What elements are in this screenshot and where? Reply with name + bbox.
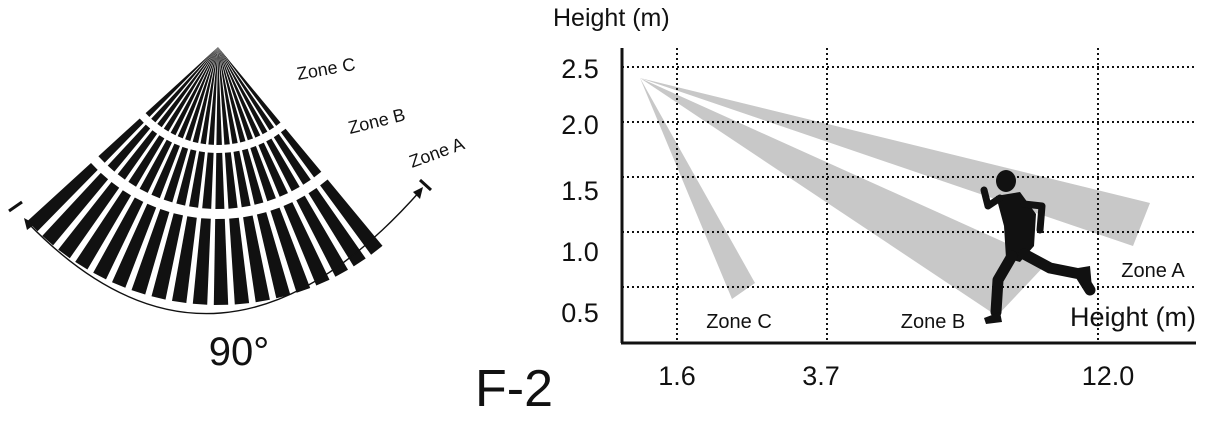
fan-beam-segment xyxy=(176,149,197,206)
angle-arc-arrow-right xyxy=(413,187,423,199)
chart-grid xyxy=(622,48,1196,343)
fan-beam-segment xyxy=(283,202,330,286)
angle-arc xyxy=(26,189,422,315)
fan-zone-a-label: Zone A xyxy=(407,133,467,171)
x-axis-title: Height (m) xyxy=(1070,302,1196,332)
fan-beam-segment xyxy=(213,218,229,305)
x-tick-label: 3.7 xyxy=(802,361,840,391)
y-tick-label: 1.0 xyxy=(561,237,599,267)
angle-label: 90° xyxy=(209,330,270,374)
fan-beam-segment xyxy=(273,133,311,185)
fan-beam-segment xyxy=(192,47,218,143)
fan-beam-segment xyxy=(218,47,281,126)
fan-right-end-mark xyxy=(418,178,433,192)
y-tick-label: 0.5 xyxy=(561,298,599,328)
figure-label: F-2 xyxy=(475,360,553,418)
angle-arc-arrow-left xyxy=(24,218,35,230)
fan-beam-segment xyxy=(151,213,183,300)
fan-beam-segment xyxy=(27,163,98,232)
chart-zone-b-label: Zone B xyxy=(901,311,965,333)
fan-beam-segment xyxy=(107,124,151,172)
fan-beam-segment xyxy=(218,47,275,131)
fan-beam-segment xyxy=(151,47,218,123)
person-arm-back xyxy=(1020,200,1046,234)
fan-beam-segment xyxy=(320,179,383,255)
fan-beam-segment xyxy=(218,47,253,141)
fan-beam-segment xyxy=(139,139,172,193)
y-axis-title: Height (m) xyxy=(553,4,670,32)
fan-beam-segment xyxy=(218,47,230,145)
fan-beam-segment xyxy=(185,47,218,141)
fan-beam-segment xyxy=(117,130,158,180)
fan-beam-segment xyxy=(224,152,238,209)
fan-beam-segment xyxy=(128,135,165,187)
fan-beam-segment xyxy=(98,118,144,163)
fan-beam-segment xyxy=(151,143,180,199)
fan-left-end-mark xyxy=(8,200,23,213)
zone-c-beam xyxy=(640,78,755,299)
fan-beam-segment xyxy=(163,47,218,132)
fan-beam-segment xyxy=(208,47,218,145)
fan-beam-segment xyxy=(216,47,222,145)
chart-zone-c-label: Zone C xyxy=(706,311,772,333)
x-tick-label: 12.0 xyxy=(1082,361,1135,391)
person-leg-front xyxy=(990,250,1018,318)
person-head xyxy=(996,170,1016,192)
person-torso xyxy=(996,192,1036,262)
person-foot-back xyxy=(1078,266,1092,288)
fan-beam-segment xyxy=(280,128,322,178)
fan-beam-segment xyxy=(250,146,276,202)
chart-zone-a-label: Zone A xyxy=(1121,260,1185,282)
fan-beam-segment xyxy=(258,142,288,197)
zone-b-beam xyxy=(640,78,1048,316)
fan-beam-segment xyxy=(218,47,246,143)
fan-beam-segment xyxy=(93,197,144,280)
fan-beam-segment xyxy=(189,151,205,208)
fan-beam-segment xyxy=(215,152,225,209)
side-view-chart: Height (m) Height (m) 2.5 2.0 1.5 1.0 0.… xyxy=(553,4,1196,391)
fan-beam-segment xyxy=(242,148,264,205)
fan-beam-segment xyxy=(243,215,270,303)
fan-beam-segment xyxy=(229,217,250,305)
person-foot-front xyxy=(984,312,1002,324)
sector-fan-diagram: Zone C Zone B Zone A 90° xyxy=(8,47,467,374)
y-tick-label: 1.5 xyxy=(561,176,599,206)
fan-beam-segment xyxy=(58,182,120,259)
fan-beam-segment xyxy=(270,207,311,293)
fan-beam-segment xyxy=(256,212,291,299)
fan-beam-segment xyxy=(172,216,197,303)
fan-beam-segment xyxy=(296,195,348,277)
fan-beam-segment xyxy=(218,47,261,138)
person-arm-front xyxy=(980,186,1004,210)
fan-beam-segment xyxy=(163,146,189,203)
fan-zone-c-label: Zone C xyxy=(295,54,357,84)
fan-beam-segment xyxy=(218,47,238,144)
fan-beam-segment xyxy=(192,218,211,305)
fan-beam-segment xyxy=(177,47,218,139)
fan-beam-segment xyxy=(266,138,300,192)
fan-beam-segment xyxy=(170,47,218,136)
y-tick-label: 2.0 xyxy=(561,110,599,140)
fan-beam-segment xyxy=(131,209,170,295)
fan-beam-segment xyxy=(145,47,218,117)
fan-beam-segment xyxy=(157,47,218,128)
fan-beam-segment xyxy=(202,152,214,209)
x-tick-label: 1.6 xyxy=(658,361,696,391)
fan-beam-segment xyxy=(112,203,157,288)
y-tick-label: 2.5 xyxy=(561,54,599,84)
person-leg-back xyxy=(1018,248,1096,296)
running-person-figure xyxy=(980,170,1096,324)
fan-beam-segment xyxy=(233,150,251,208)
fan-beam-segment xyxy=(200,47,218,145)
fan-beam-segment xyxy=(75,190,131,270)
fan-beam-segment xyxy=(42,172,109,246)
fan-beams xyxy=(27,47,383,305)
fan-beam-segment xyxy=(308,188,366,267)
fan-beam-segment xyxy=(218,47,268,135)
fan-zone-b-label: Zone B xyxy=(346,104,407,137)
